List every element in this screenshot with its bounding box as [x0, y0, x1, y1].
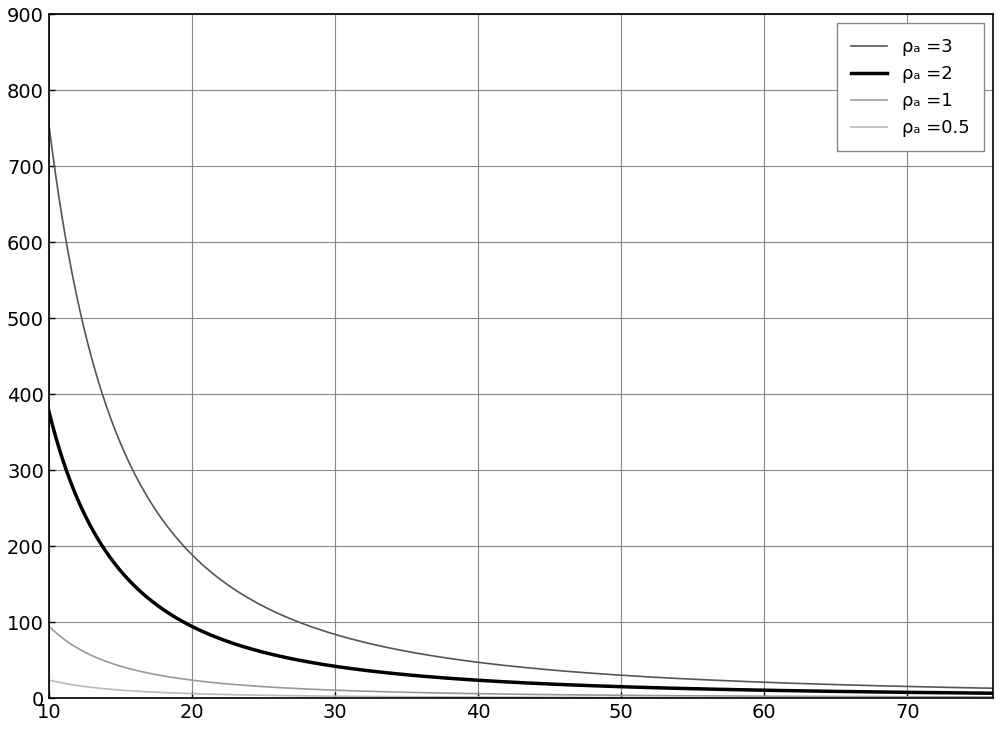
ρₐ =0.5 [786, 693, 798, 702]
Legend: ρₐ =3, ρₐ =2, ρₐ =1, ρₐ =0.5: ρₐ =3, ρₐ =2, ρₐ =1, ρₐ =0.5 [837, 23, 984, 152]
Line: ρₐ =1: ρₐ =1 [49, 626, 993, 697]
ρₐ =3 [959, 683, 971, 692]
ρₐ =2 [91, 533, 103, 542]
ρₐ =3 [987, 684, 999, 693]
ρₐ =2 [477, 677, 489, 685]
ρₐ =2 [502, 678, 514, 687]
Line: ρₐ =0.5: ρₐ =0.5 [49, 680, 993, 698]
ρₐ =2 [786, 686, 798, 695]
ρₐ =2 [43, 407, 55, 416]
ρₐ =3 [960, 683, 972, 692]
ρₐ =3 [477, 658, 489, 667]
ρₐ =1 [91, 653, 103, 662]
ρₐ =1 [43, 622, 55, 631]
ρₐ =2 [987, 689, 999, 698]
ρₐ =1 [987, 693, 999, 701]
ρₐ =2 [960, 689, 972, 698]
ρₐ =0.5 [477, 693, 489, 701]
ρₐ =1 [477, 690, 489, 698]
Line: ρₐ =3: ρₐ =3 [49, 124, 993, 688]
ρₐ =3 [502, 661, 514, 670]
ρₐ =0.5 [960, 693, 972, 702]
ρₐ =1 [502, 690, 514, 698]
ρₐ =0.5 [502, 693, 514, 701]
ρₐ =1 [786, 692, 798, 701]
ρₐ =3 [786, 679, 798, 687]
ρₐ =0.5 [91, 684, 103, 693]
ρₐ =3 [43, 120, 55, 128]
Line: ρₐ =2: ρₐ =2 [49, 411, 993, 693]
ρₐ =3 [91, 373, 103, 381]
ρₐ =0.5 [987, 693, 999, 702]
ρₐ =0.5 [959, 693, 971, 702]
ρₐ =0.5 [43, 676, 55, 685]
ρₐ =1 [959, 693, 971, 701]
ρₐ =1 [960, 693, 972, 701]
ρₐ =2 [959, 689, 971, 698]
